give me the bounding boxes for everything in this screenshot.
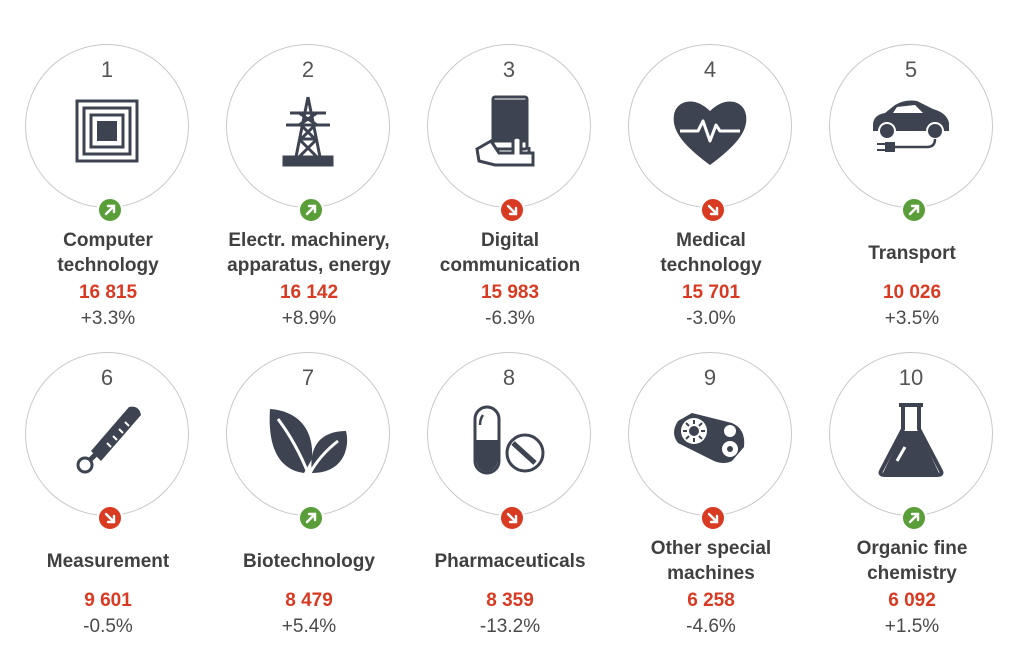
- field-label: Organic fine chemistry: [856, 538, 968, 584]
- field-count: 9 601: [84, 590, 132, 611]
- field-count: 8 479: [285, 590, 333, 611]
- field-tile: 6 Measurement 9 601 -0.5%: [8, 352, 208, 652]
- leaves-icon: [268, 403, 348, 479]
- rank-number: 10: [898, 365, 924, 390]
- icon-circle: 6: [25, 352, 189, 516]
- field-label: Pharmaceuticals: [434, 550, 586, 572]
- field-count: 10 026: [882, 282, 942, 303]
- flask-icon: [871, 403, 951, 479]
- field-label: Transport: [868, 242, 956, 264]
- field-tile: 3 Digital communication 15 983 -6.3%: [410, 44, 610, 344]
- field-label: Computer technology: [57, 230, 159, 276]
- icon-circle: 5: [829, 44, 993, 208]
- rank-number: 4: [703, 57, 717, 82]
- field-tile: 10 Organic fine chemistry 6 092 +1.5%: [812, 352, 1012, 652]
- gears-belt-icon: [670, 403, 750, 479]
- field-label: Electr. machinery, apparatus, energy: [227, 230, 391, 276]
- field-label: Digital communication: [439, 230, 581, 276]
- field-change: +3.5%: [884, 308, 940, 329]
- icon-circle: 2: [226, 44, 390, 208]
- rank-number: 5: [904, 57, 918, 82]
- field-count: 6 258: [687, 590, 735, 611]
- field-count: 15 983: [480, 282, 540, 303]
- icon-circle: 9: [628, 352, 792, 516]
- heartbeat-icon: [670, 95, 750, 171]
- field-tile: 4 Medical technology 15 701 -3.0%: [611, 44, 811, 344]
- icon-circle: 8: [427, 352, 591, 516]
- field-label: Other special machines: [650, 538, 772, 584]
- icon-circle: 10: [829, 352, 993, 516]
- field-count: 6 092: [888, 590, 936, 611]
- field-tile: 7 Biotechnology 8 479 +5.4%: [209, 352, 409, 652]
- field-change: -0.5%: [83, 616, 133, 637]
- rank-number: 7: [301, 365, 315, 390]
- field-label: Medical technology: [660, 230, 762, 276]
- field-change: -13.2%: [479, 616, 541, 637]
- trend-down-icon: [700, 505, 726, 531]
- icon-circle: 1: [25, 44, 189, 208]
- trend-down-icon: [700, 197, 726, 223]
- trend-down-icon: [499, 505, 525, 531]
- rank-number: 8: [502, 365, 516, 390]
- field-label: Biotechnology: [243, 550, 375, 572]
- field-tile: 5 Transport 10 026 +3.5%: [812, 44, 1012, 344]
- rank-number: 2: [301, 57, 315, 82]
- field-tile: 2 Electr. machinery, apparatus, energy 1…: [209, 44, 409, 344]
- icon-circle: 7: [226, 352, 390, 516]
- trend-up-icon: [97, 197, 123, 223]
- field-change: -4.6%: [686, 616, 736, 637]
- trend-up-icon: [298, 505, 324, 531]
- rank-number: 3: [502, 57, 516, 82]
- field-label: Measurement: [46, 550, 170, 572]
- rank-number: 1: [100, 57, 114, 82]
- field-count: 8 359: [486, 590, 534, 611]
- field-count: 16 142: [279, 282, 339, 303]
- field-change: +8.9%: [281, 308, 337, 329]
- rank-number: 6: [100, 365, 114, 390]
- field-tile: 1 Computer technology 16 815 +3.3%: [8, 44, 208, 344]
- trend-down-icon: [97, 505, 123, 531]
- trend-down-icon: [499, 197, 525, 223]
- smartphone-hand-icon: [469, 95, 549, 171]
- electric-car-icon: [871, 95, 951, 171]
- field-change: -3.0%: [686, 308, 736, 329]
- icon-circle: 4: [628, 44, 792, 208]
- trend-up-icon: [901, 505, 927, 531]
- field-change: +1.5%: [884, 616, 940, 637]
- trend-up-icon: [901, 197, 927, 223]
- field-tile: 8 Pharmaceuticals 8 359 -13.2%: [410, 352, 610, 652]
- rank-number: 9: [703, 365, 717, 390]
- pills-icon: [469, 403, 549, 479]
- microchip-icon: [67, 95, 147, 171]
- field-change: +3.3%: [80, 308, 136, 329]
- trend-up-icon: [298, 197, 324, 223]
- field-change: +5.4%: [281, 616, 337, 637]
- icon-circle: 3: [427, 44, 591, 208]
- field-change: -6.3%: [485, 308, 535, 329]
- thermometer-icon: [67, 403, 147, 479]
- power-pylon-icon: [268, 95, 348, 171]
- field-count: 16 815: [78, 282, 138, 303]
- field-tile: 9 Other special machines 6 258 -4.6%: [611, 352, 811, 652]
- field-count: 15 701: [681, 282, 741, 303]
